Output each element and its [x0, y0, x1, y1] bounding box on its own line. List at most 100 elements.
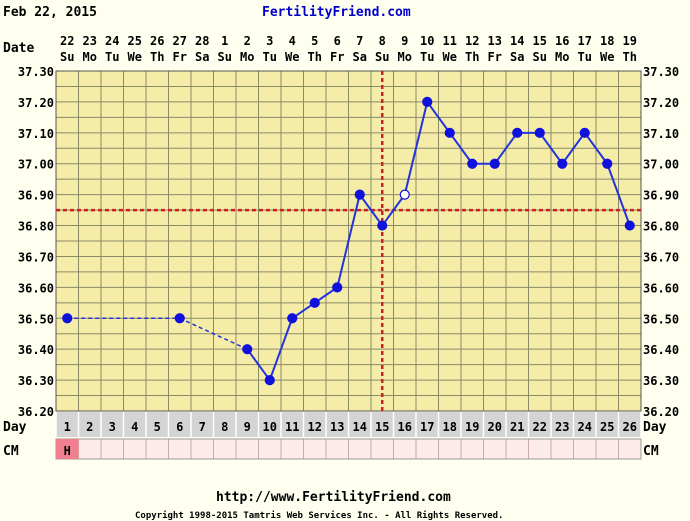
temp-point	[287, 313, 298, 324]
date-label: 19	[623, 34, 637, 48]
date-label: 23	[83, 34, 97, 48]
weekday-label: Tu	[105, 50, 119, 64]
temp-line-segment	[336, 194, 361, 288]
date-label: 22	[60, 34, 74, 48]
y-tick-label-left: 36.70	[18, 250, 54, 264]
temp-point	[309, 297, 320, 308]
date-label: 2	[244, 34, 251, 48]
temp-point	[467, 158, 478, 169]
y-tick-label-left: 36.90	[18, 189, 54, 203]
day-number: 14	[353, 420, 367, 434]
temp-point	[444, 127, 455, 138]
day-number: 18	[443, 420, 457, 434]
footer-url[interactable]: http://www.FertilityFriend.com	[216, 490, 451, 505]
cm-row-label-left: CM	[3, 444, 19, 459]
y-tick-label-left: 37.30	[18, 65, 54, 79]
temp-point	[264, 374, 275, 386]
weekday-label: Tu	[263, 50, 277, 64]
day-number: 16	[398, 420, 412, 434]
weekday-label: Tu	[420, 50, 434, 64]
day-number: 24	[578, 420, 592, 434]
day-number: 19	[465, 420, 479, 434]
day-number: 13	[330, 420, 344, 434]
temp-line-segment	[561, 132, 586, 165]
date-label: 11	[443, 34, 457, 48]
temp-point	[354, 189, 365, 200]
day-number: 22	[533, 420, 547, 434]
footer-copyright: Copyright 1998-2015 Tamtris Web Services…	[135, 511, 504, 521]
day-number: 7	[199, 420, 206, 434]
weekday-label: We	[600, 50, 614, 64]
y-tick-label-right: 36.70	[643, 250, 679, 264]
weekday-label: Th	[465, 50, 479, 64]
day-row-label-right: Day	[643, 420, 667, 435]
weekday-label: Su	[60, 50, 74, 64]
y-tick-label-right: 37.20	[643, 96, 679, 110]
date-label: 25	[128, 34, 142, 48]
day-number: 12	[308, 420, 322, 434]
date-label: 7	[356, 34, 363, 48]
day-number: 11	[285, 420, 299, 434]
date-label: 15	[533, 34, 547, 48]
weekday-label: Tu	[578, 50, 592, 64]
weekday-label: Mo	[240, 50, 254, 64]
weekday-label: Th	[623, 50, 637, 64]
weekday-label: Fr	[488, 50, 502, 64]
temp-line-segment	[493, 132, 519, 165]
y-tick-label-left: 36.20	[18, 405, 54, 419]
temp-point	[579, 127, 590, 138]
temp-line-segment	[403, 101, 429, 195]
site-name[interactable]: FertilityFriend.com	[262, 5, 411, 20]
day-number: 17	[420, 420, 434, 434]
temp-point	[62, 313, 73, 324]
y-tick-label-left: 37.00	[18, 158, 54, 172]
y-tick-label-left: 36.30	[18, 374, 54, 388]
day-number: 20	[488, 420, 502, 434]
weekday-label: Fr	[173, 50, 187, 64]
date-label: 16	[555, 34, 569, 48]
day-number: 9	[244, 420, 251, 434]
date-label: 27	[173, 34, 187, 48]
y-tick-label-right: 37.00	[643, 158, 679, 172]
date-label: 18	[600, 34, 614, 48]
weekday-label: Th	[150, 50, 164, 64]
temp-line-segment	[246, 348, 271, 381]
temp-point	[422, 96, 433, 108]
day-number: 10	[263, 420, 277, 434]
weekday-label: We	[443, 50, 457, 64]
y-tick-label-right: 36.40	[643, 343, 679, 357]
y-tick-label-left: 37.10	[18, 127, 54, 141]
y-tick-label-left: 36.60	[18, 281, 54, 295]
temp-point	[489, 158, 500, 169]
day-number: 5	[154, 420, 161, 434]
date-label: 3	[266, 34, 273, 48]
chart-date: Feb 22, 2015	[3, 5, 97, 20]
date-label: 4	[289, 34, 296, 48]
temp-line-segment	[179, 317, 248, 350]
temp-line-segment	[606, 163, 631, 226]
y-tick-label-right: 37.30	[643, 65, 679, 79]
weekday-label: Su	[533, 50, 547, 64]
temp-line-segment	[538, 132, 564, 165]
y-tick-label-left: 36.80	[18, 220, 54, 234]
temp-point	[557, 158, 568, 169]
day-number: 6	[176, 420, 183, 434]
y-tick-label-right: 36.90	[643, 189, 679, 203]
temp-point	[534, 127, 545, 138]
day-number: 3	[109, 420, 116, 434]
temp-point	[602, 158, 613, 169]
date-label: 24	[105, 34, 119, 48]
day-number: 23	[555, 420, 569, 434]
weekday-label: We	[128, 50, 142, 64]
date-label: 13	[488, 34, 502, 48]
date-label: 26	[150, 34, 164, 48]
y-tick-label-right: 36.20	[643, 405, 679, 419]
day-row-label-left: Day	[3, 420, 27, 435]
date-label: 9	[401, 34, 408, 48]
cm-row-label-right: CM	[643, 444, 659, 459]
y-tick-label-right: 36.30	[643, 374, 679, 388]
y-tick-label-left: 36.40	[18, 343, 54, 357]
temp-line-segment	[583, 132, 609, 165]
y-tick-label-left: 37.20	[18, 96, 54, 110]
day-number: 8	[221, 420, 228, 434]
